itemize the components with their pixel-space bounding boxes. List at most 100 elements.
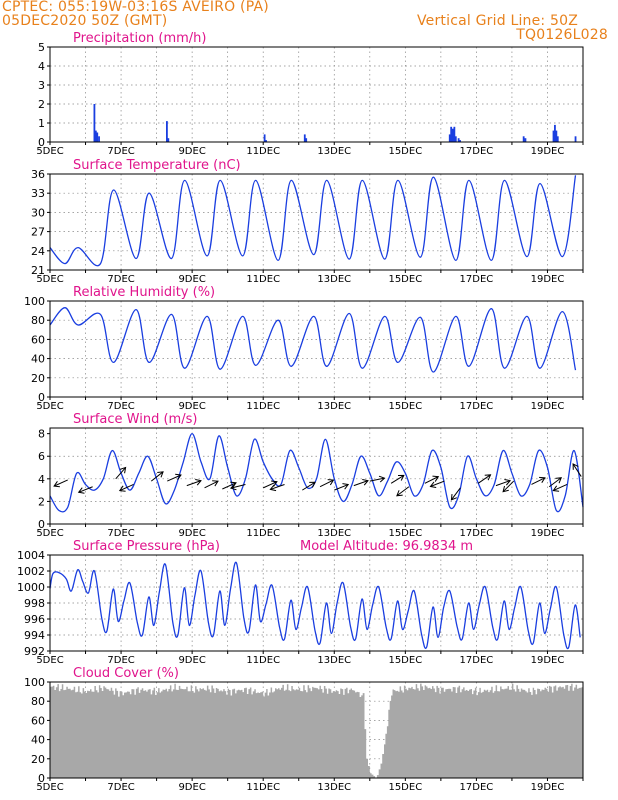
- wind-ytick-label: 6: [38, 450, 45, 463]
- wind-arrow-head: [118, 485, 126, 492]
- wind-xtick-label: 13DEC: [317, 528, 351, 539]
- wind-arrow-head: [212, 480, 219, 487]
- pressure-xtick-label: 17DEC: [460, 655, 494, 666]
- temp-ytick-label: 27: [31, 226, 45, 239]
- wind-arrow-head: [396, 490, 403, 497]
- pressure-line: [49, 561, 581, 650]
- pressure-xtick-label: 19DEC: [531, 655, 565, 666]
- wind-arrow: [262, 481, 278, 489]
- precip-bar: [454, 136, 457, 142]
- cloud-xtick-label: 13DEC: [317, 782, 351, 793]
- rh-xtick-label: 15DEC: [388, 401, 422, 412]
- wind-arrow-head: [309, 481, 316, 488]
- wind-frame: [49, 427, 584, 525]
- wind-arrow: [167, 474, 182, 482]
- cloud-ytick-label: 0: [38, 772, 45, 785]
- cloud-title: Cloud Cover (%): [73, 666, 179, 681]
- temp-xtick-label: 9DEC: [178, 274, 205, 285]
- wind-arrow-head: [229, 483, 237, 491]
- wind-arrow-head: [119, 466, 127, 474]
- cloud-ytick-label: 100: [24, 676, 45, 689]
- wind-arrow-head: [362, 478, 369, 486]
- rh-ytick-label: 80: [31, 314, 45, 327]
- wind-arrow-head: [77, 487, 85, 494]
- wind-arrow-head: [572, 463, 579, 470]
- wind-arrow: [115, 467, 126, 480]
- precip-bar: [263, 134, 266, 142]
- precip-ytick-label: 2: [38, 98, 45, 111]
- rh-xtick-label: 9DEC: [178, 401, 205, 412]
- precip-xtick-label: 11DEC: [246, 146, 280, 157]
- wind-arrow-head: [502, 485, 509, 493]
- pressure-xtick-label: 11DEC: [246, 655, 280, 666]
- wind-arrow: [78, 486, 93, 493]
- rh-frame: [49, 300, 584, 398]
- wind-arrow: [495, 480, 511, 487]
- rh-xtick-label: 11DEC: [246, 401, 280, 412]
- cloud-ytick-label: 40: [31, 734, 45, 747]
- wind-arrow-head: [378, 475, 386, 483]
- wind-arrow-head: [342, 483, 350, 490]
- cloud-xtick-label: 7DEC: [107, 782, 134, 793]
- precip-bar: [552, 130, 555, 142]
- wind-arrow-head: [429, 481, 437, 488]
- temp-xtick-label: 11DEC: [246, 274, 280, 285]
- precip-bar: [303, 134, 306, 142]
- precip-bar: [457, 138, 460, 142]
- temp-xtick-label: 17DEC: [460, 274, 494, 285]
- precip-bar: [96, 132, 99, 142]
- wind-arrow: [334, 484, 349, 491]
- precip-xtick-label: 7DEC: [107, 146, 134, 157]
- temp-xtick-label: 7DEC: [107, 274, 134, 285]
- temp-ytick-label: 36: [31, 168, 45, 181]
- rh-title: Relative Humidity (%): [73, 285, 215, 300]
- rh-xtick-label: 19DEC: [531, 401, 565, 412]
- temp-xtick-label: 5DEC: [36, 274, 63, 285]
- wind-arrow: [531, 477, 546, 485]
- precip-ytick-label: 0: [38, 136, 45, 149]
- temp-xtick-label: 13DEC: [317, 274, 351, 285]
- wind-arrow: [424, 476, 439, 484]
- wind-xtick-label: 5DEC: [36, 528, 63, 539]
- wind-arrow: [302, 481, 316, 491]
- wind-arrow: [319, 479, 334, 488]
- precip-bar: [522, 136, 525, 142]
- wind-arrow: [150, 471, 164, 482]
- precip-bar: [554, 124, 556, 142]
- temp-ytick-label: 30: [31, 206, 45, 219]
- cloud-xtick-label: 11DEC: [246, 782, 280, 793]
- wind-arrow-head: [539, 476, 546, 483]
- temp-ytick-label: 21: [31, 264, 45, 277]
- pressure-ytick-label: 1000: [17, 581, 45, 594]
- precip-bar: [555, 130, 558, 142]
- cloud-xtick-label: 15DEC: [388, 782, 422, 793]
- pressure-ytick-label: 998: [24, 597, 45, 610]
- rh-xtick-label: 5DEC: [36, 401, 63, 412]
- model-code: TQ0126L028: [516, 27, 608, 43]
- temp-title: Surface Temperature (nC): [73, 158, 241, 173]
- wind-ytick-label: 0: [38, 518, 45, 531]
- cloud-frame: [49, 681, 584, 779]
- precip-bar: [265, 140, 267, 142]
- precip-ytick-label: 1: [38, 117, 45, 130]
- temp-frame: [49, 173, 584, 271]
- pressure-xtick-label: 5DEC: [36, 655, 63, 666]
- wind-arrow-head: [555, 477, 563, 484]
- precip-title: Precipitation (mm/h): [73, 31, 206, 46]
- temp-xtick-label: 15DEC: [388, 274, 422, 285]
- wind-arrow: [369, 477, 385, 482]
- run-date: 05DEC2020 50Z (GMT): [2, 13, 168, 29]
- precip-bar: [305, 138, 308, 142]
- header: CPTEC: 055:19W-03:16S AVEIRO (PA) 05DEC2…: [0, 0, 618, 44]
- wind-xtick-label: 9DEC: [178, 528, 205, 539]
- pressure-xtick-label: 7DEC: [107, 655, 134, 666]
- precip-bar: [167, 138, 170, 142]
- cloud-xtick-label: 5DEC: [36, 782, 63, 793]
- pressure-ytick-label: 1004: [17, 549, 45, 562]
- precip-xtick-label: 9DEC: [178, 146, 205, 157]
- rh-xtick-label: 17DEC: [460, 401, 494, 412]
- wind-arrow-head: [269, 484, 277, 492]
- pressure-ytick-label: 1002: [17, 565, 45, 578]
- pressure-xtick-label: 15DEC: [388, 655, 422, 666]
- precip-bar: [93, 104, 96, 142]
